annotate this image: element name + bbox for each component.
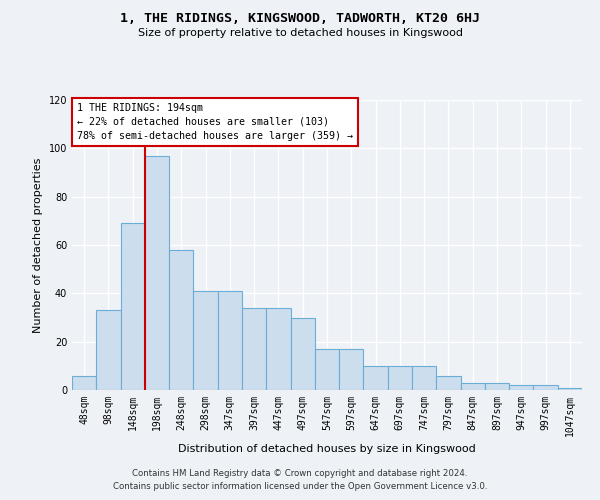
Bar [485, 383, 509, 390]
Y-axis label: Number of detached properties: Number of detached properties [33, 158, 43, 332]
Bar [242, 308, 266, 390]
Text: Contains HM Land Registry data © Crown copyright and database right 2024.: Contains HM Land Registry data © Crown c… [132, 468, 468, 477]
Bar [266, 308, 290, 390]
Bar [315, 349, 339, 390]
X-axis label: Distribution of detached houses by size in Kingswood: Distribution of detached houses by size … [178, 444, 476, 454]
Bar [72, 376, 96, 390]
Bar [388, 366, 412, 390]
Bar [145, 156, 169, 390]
Text: Contains public sector information licensed under the Open Government Licence v3: Contains public sector information licen… [113, 482, 487, 491]
Bar [412, 366, 436, 390]
Bar [533, 385, 558, 390]
Bar [461, 383, 485, 390]
Bar [169, 250, 193, 390]
Text: 1 THE RIDINGS: 194sqm
← 22% of detached houses are smaller (103)
78% of semi-det: 1 THE RIDINGS: 194sqm ← 22% of detached … [77, 103, 353, 141]
Bar [364, 366, 388, 390]
Bar [436, 376, 461, 390]
Bar [290, 318, 315, 390]
Bar [558, 388, 582, 390]
Bar [509, 385, 533, 390]
Text: Size of property relative to detached houses in Kingswood: Size of property relative to detached ho… [137, 28, 463, 38]
Text: 1, THE RIDINGS, KINGSWOOD, TADWORTH, KT20 6HJ: 1, THE RIDINGS, KINGSWOOD, TADWORTH, KT2… [120, 12, 480, 26]
Bar [193, 291, 218, 390]
Bar [339, 349, 364, 390]
Bar [96, 310, 121, 390]
Bar [121, 223, 145, 390]
Bar [218, 291, 242, 390]
